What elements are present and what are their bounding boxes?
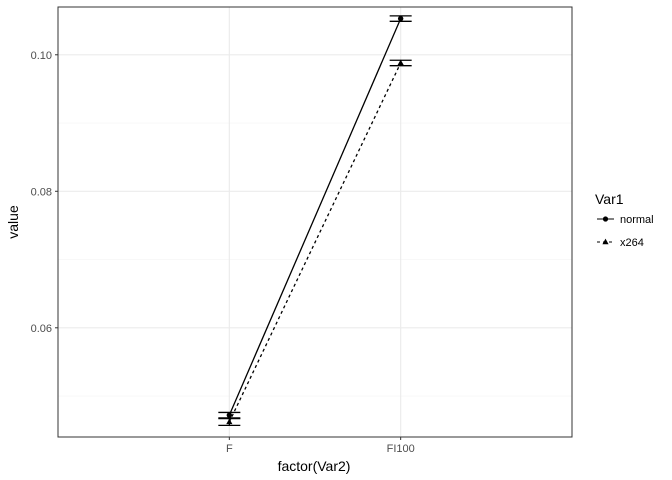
point-normal [397,15,404,22]
minor-grid [58,122,572,397]
legend-label-normal: normal [620,214,654,226]
axis-ticks: 0.06 0.08 0.10 F FI100 [31,50,415,455]
panel-border [57,6,573,438]
legend-item-x264: x264 [597,237,644,249]
series-line-x264 [228,62,402,423]
y-tick-label: 0.10 [31,50,52,62]
y-axis-title: value [5,205,21,239]
point-normal [226,412,233,418]
legend-key-marker-normal [602,216,609,222]
series-line-normal [228,18,402,416]
x-tick-label: FI100 [387,443,415,455]
y-tick-label: 0.06 [31,323,52,335]
legend-title: Var1 [595,191,624,207]
legend-label-x264: x264 [620,237,644,249]
point-x264 [226,418,233,425]
legend-key-marker-x264 [602,238,609,245]
legend: Var1 normal x264 [595,191,654,249]
legend-item-normal: normal [597,214,654,226]
x-tick-label: F [226,443,233,455]
y-tick-label: 0.08 [31,186,52,198]
series-layer [218,15,412,427]
x-axis-title: factor(Var2) [278,458,351,474]
major-grid [58,7,572,437]
point-x264 [397,59,404,66]
